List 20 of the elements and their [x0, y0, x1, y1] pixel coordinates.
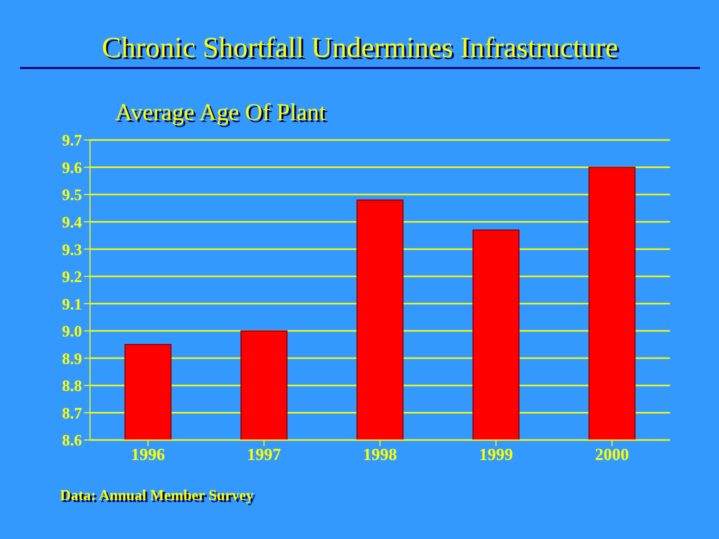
y-tick-label: 9.1: [62, 296, 82, 314]
y-tick-label: 9.6: [62, 160, 82, 177]
y-tick-label: 9.4: [62, 214, 82, 232]
y-tick-label: 9.3: [62, 242, 82, 259]
chart-title: Chronic Shortfall Undermines Infrastructure: [20, 32, 700, 69]
y-tick-label: 8.8: [62, 378, 82, 396]
x-tick-label: 1999: [479, 445, 513, 464]
chart-subtitle: Average Age Of Plant: [115, 100, 326, 127]
x-tick-label: 2000: [595, 445, 629, 464]
y-tick-label: 8.7: [62, 405, 82, 422]
x-tick-label: 1996: [131, 445, 165, 464]
y-tick-label: 9.7: [62, 132, 82, 150]
y-tick-label: 8.6: [62, 432, 82, 450]
y-tick-label: 9.0: [62, 324, 82, 341]
text: Data: Annual Member Survey: [60, 488, 254, 505]
y-tick-label: 9.5: [62, 187, 82, 204]
x-tick-label: 1997: [247, 445, 282, 464]
y-tick-label: 8.9: [62, 350, 82, 368]
y-tick-label: 9.2: [62, 269, 82, 286]
x-tick-label: 1998: [363, 445, 397, 464]
